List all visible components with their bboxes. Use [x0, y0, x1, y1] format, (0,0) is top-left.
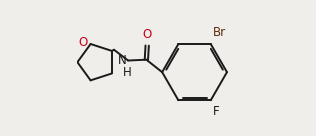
Text: F: F [213, 105, 219, 118]
Text: O: O [78, 36, 88, 49]
Text: Br: Br [213, 26, 226, 39]
Text: N: N [118, 54, 127, 67]
Text: O: O [143, 28, 152, 41]
Text: H: H [122, 66, 131, 79]
